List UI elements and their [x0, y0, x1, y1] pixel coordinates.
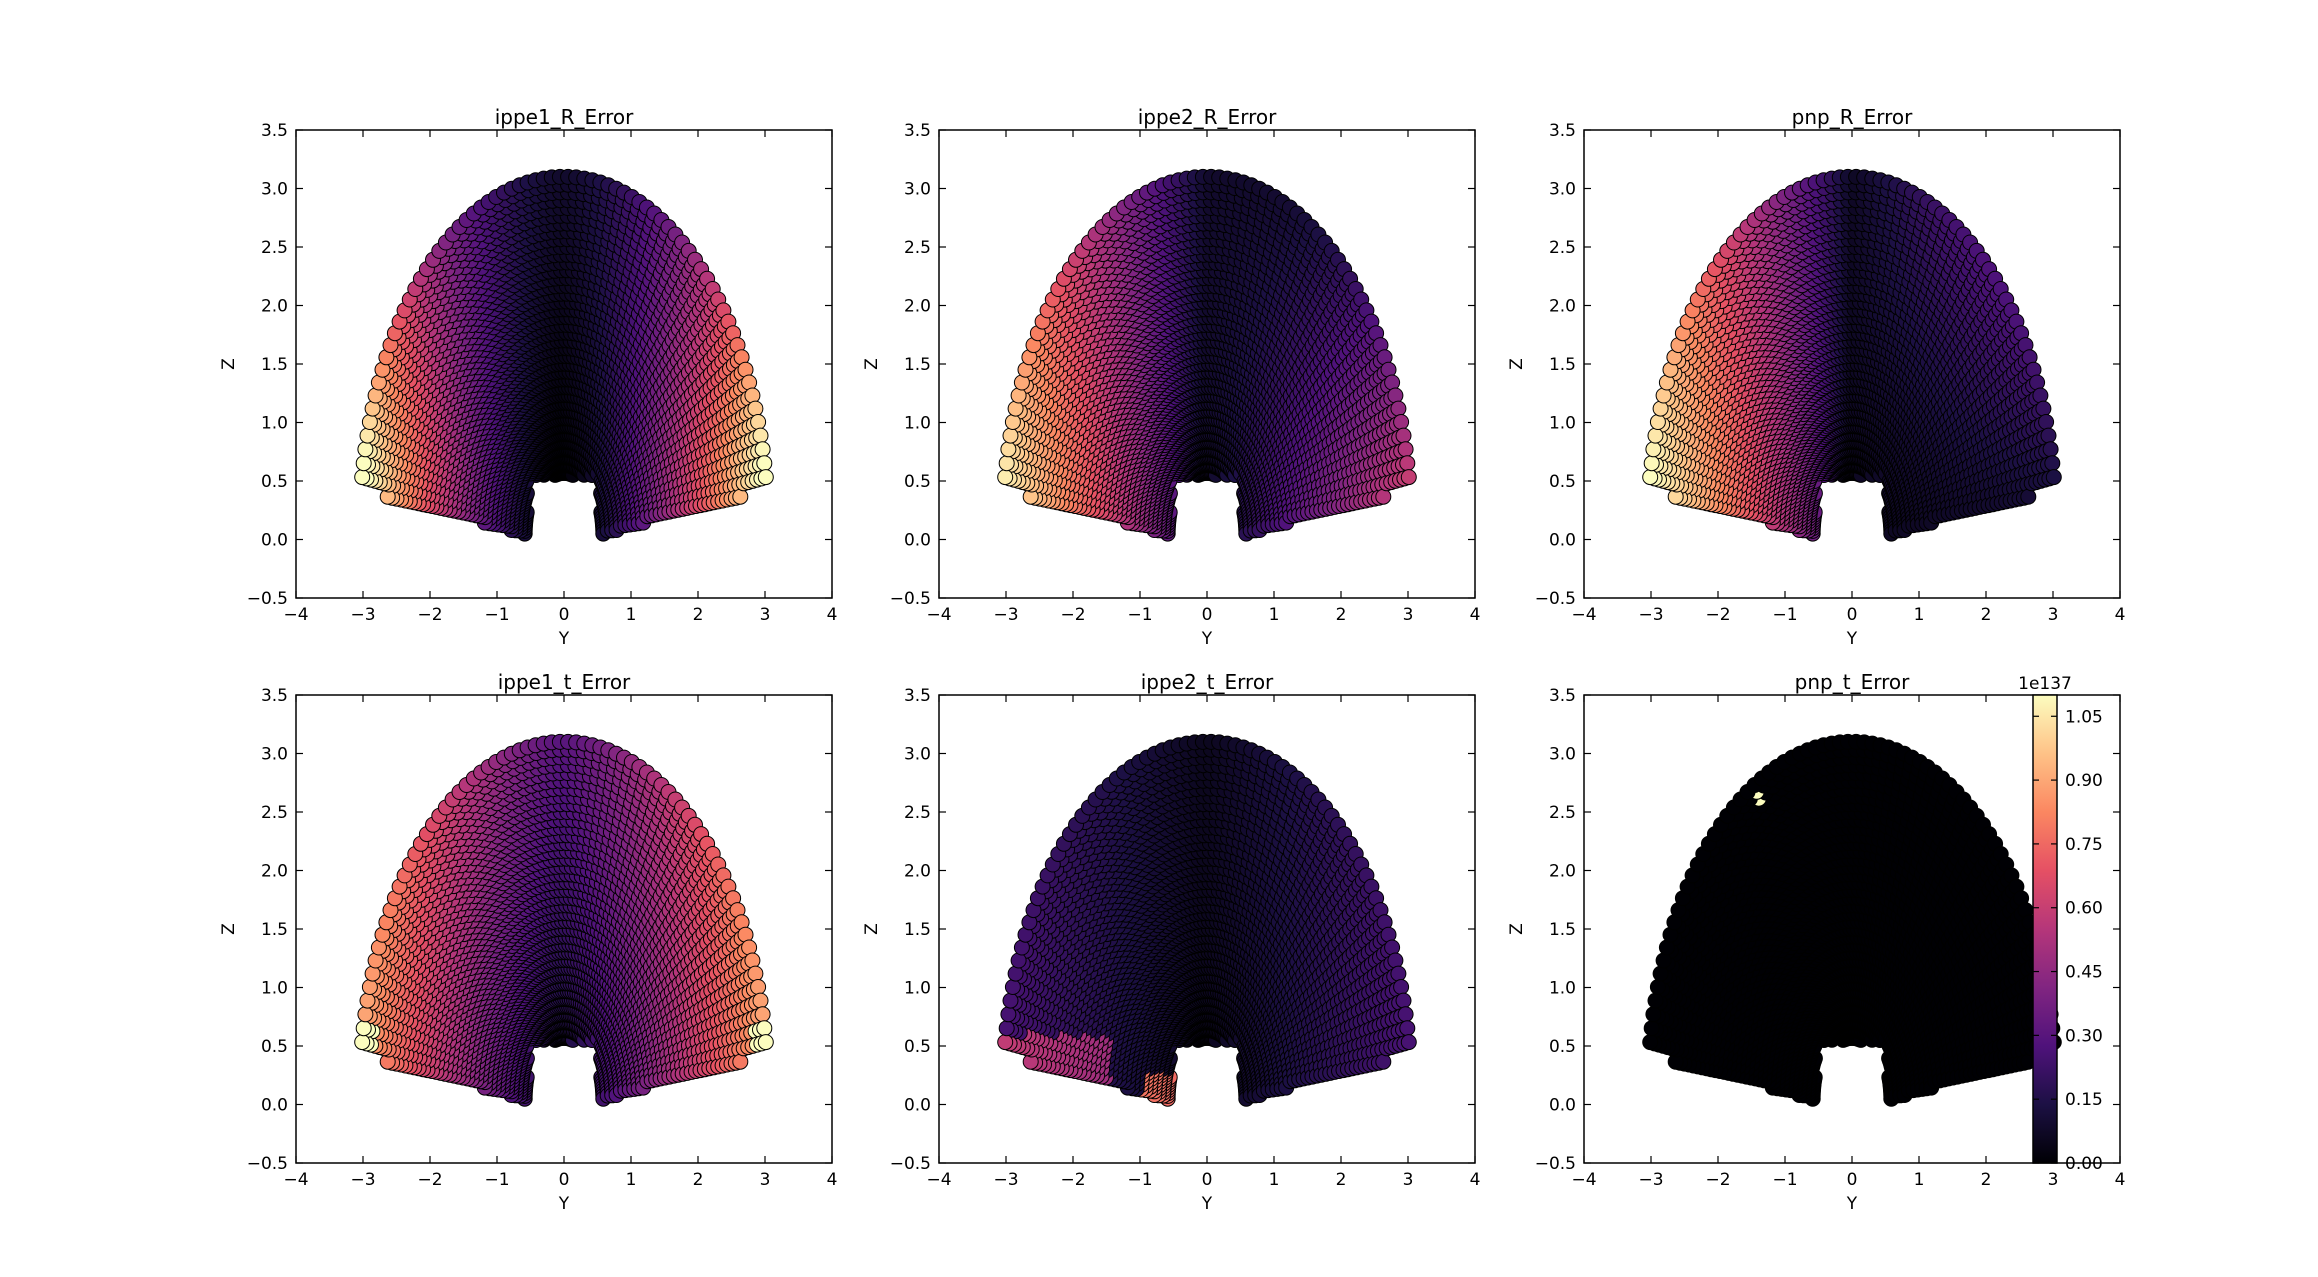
x-tick-label: 2 — [693, 605, 704, 625]
subplot-title: ippe1_R_Error — [495, 105, 634, 129]
y-tick-label: 1.0 — [261, 414, 288, 434]
scatter-point — [756, 455, 773, 472]
x-tick-label: 3 — [760, 605, 771, 625]
scatter-point — [359, 427, 376, 444]
scatter-point — [747, 400, 764, 417]
y-tick-label: 2.5 — [261, 238, 288, 258]
scatter-point — [364, 400, 381, 417]
scatter-point — [355, 455, 372, 472]
x-tick-label: −1 — [484, 605, 509, 625]
y-tick-label: 2.0 — [261, 297, 288, 317]
scatter-point — [754, 441, 771, 458]
y-tick-label: −0.5 — [247, 589, 288, 609]
x-tick-label: 0 — [559, 605, 570, 625]
y-tick-label: 3.5 — [261, 121, 288, 141]
scatter-markers — [354, 168, 774, 542]
scatter-markers — [997, 168, 1417, 542]
x-tick-label: −2 — [417, 605, 442, 625]
x-tick-label: 1 — [626, 605, 637, 625]
scatter-point — [744, 387, 761, 404]
scatter-point — [757, 469, 774, 486]
y-tick-label: 0.5 — [261, 472, 288, 492]
y-tick-label: 0.0 — [261, 531, 288, 551]
subplot-2: −4 −3 −2 −1 0 1 2 3 4−0.50.00.51.01.52.02.53.03.… — [862, 105, 1480, 649]
y-tick-label: 3.0 — [261, 180, 288, 200]
y-tick-label: 1.5 — [261, 355, 288, 375]
subplot-grid: −4 −3 −2 −1 0 1 2 3 4 −0.5 0.0 0.5 1.0 1.5 2.0 2.5 3.0 3.… — [219, 105, 2125, 1214]
x-tick-label: −3 — [350, 605, 375, 625]
scatter-point — [354, 469, 371, 486]
scatter-point — [361, 414, 378, 430]
y-axis-label: Z — [219, 358, 239, 370]
scatter-point — [732, 488, 749, 505]
x-tick-label: 4 — [827, 605, 838, 625]
scatter-point — [752, 427, 769, 444]
x-axis-label: Y — [558, 629, 570, 649]
scatter-point — [357, 441, 374, 458]
x-tick-label: −4 — [283, 605, 308, 625]
subplot-1: −4 −3 −2 −1 0 1 2 3 4 −0.5 0.0 0.5 1.0 1.5 2.0 2.5 3.0 3.… — [219, 105, 837, 649]
scatter-point — [750, 414, 767, 430]
